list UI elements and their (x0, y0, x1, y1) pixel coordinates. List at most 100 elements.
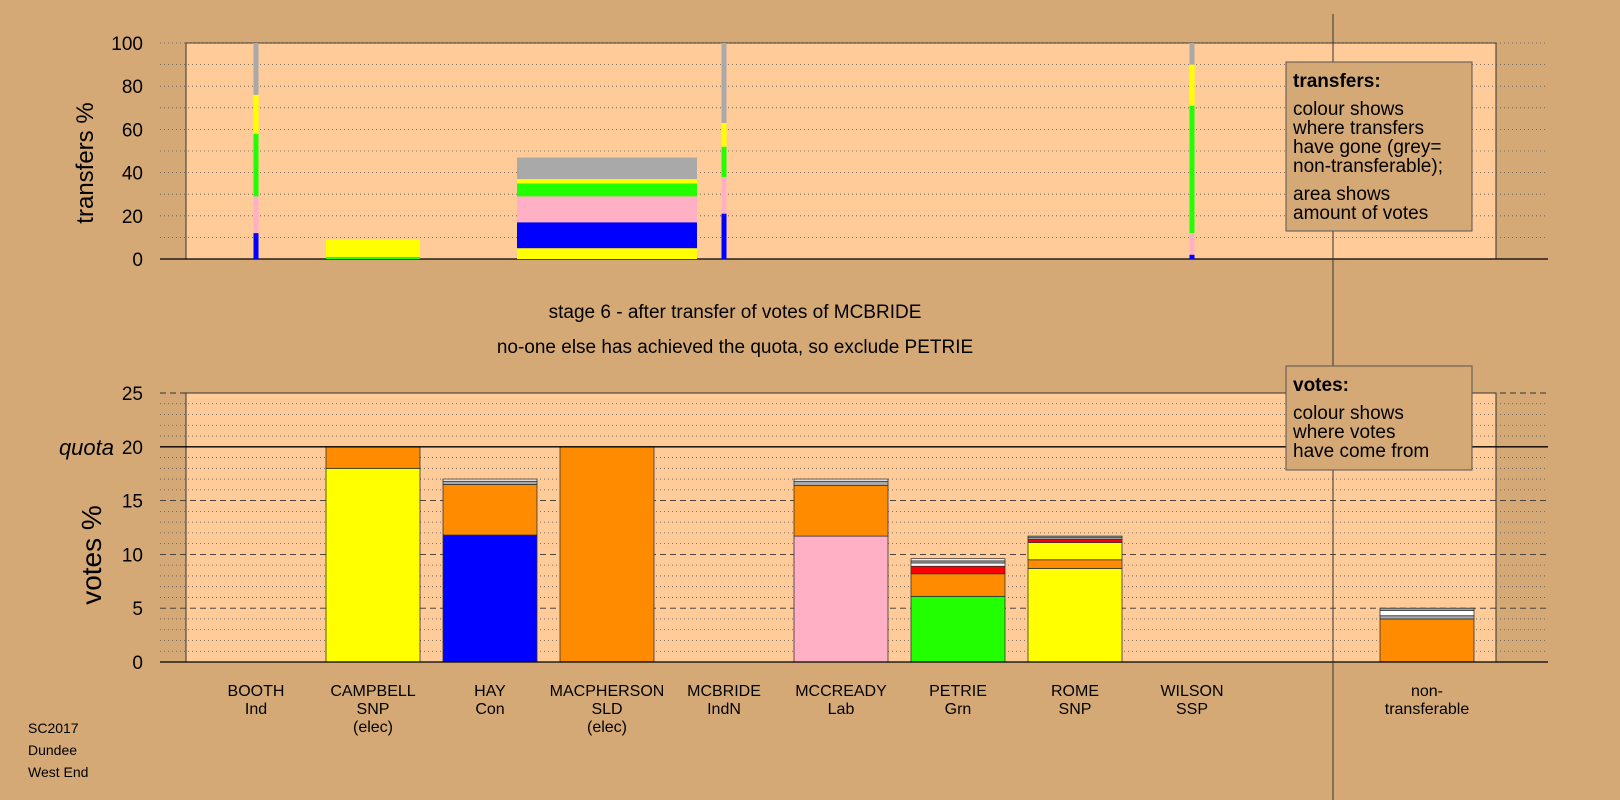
votes-bar-segment (793, 485, 889, 537)
legend-votes-line: where votes (1292, 422, 1395, 443)
candidate-name: MCCREADY (795, 683, 887, 700)
candidate-party: Con (475, 701, 504, 718)
candidate-name: PETRIE (929, 683, 987, 700)
legend-transfers-line: have gone (grey= (1293, 137, 1441, 158)
legend-transfers-line: colour shows (1293, 99, 1404, 120)
candidate-name: CAMPBELL (330, 683, 415, 700)
transfers-bar-segment (517, 183, 697, 197)
votes-chart: 0510152025BOOTHIndCAMPBELLSNP(elec)HAYCo… (59, 384, 1548, 736)
candidate-party: SSP (1176, 701, 1208, 718)
transfers-bar-segment (721, 213, 727, 259)
transfers-bar-segment (253, 133, 259, 197)
transfers-bar-segment (326, 256, 420, 259)
footer-election: SC2017 (28, 720, 79, 736)
transfers-y-tick-label: 40 (122, 164, 143, 185)
quota-label: quota (59, 435, 114, 460)
legend-transfers-line: non-transferable); (1293, 156, 1443, 177)
votes-bar-segment (910, 565, 1006, 575)
candidate-party: SNP (357, 701, 390, 718)
votes-bar-segment (793, 480, 889, 486)
candidate-name: MCBRIDE (687, 683, 761, 700)
candidate-elected: (elec) (587, 719, 627, 736)
stage-text-line2: no-one else has achieved the quota, so e… (497, 337, 973, 358)
legend-transfers-box (1285, 61, 1473, 232)
legend-votes: votes: colour shows where votes have com… (1285, 365, 1473, 471)
candidate-party: Ind (245, 701, 267, 718)
candidate-elected: (elec) (353, 719, 393, 736)
votes-bar-segment (910, 562, 1006, 567)
votes-bar-segment (442, 534, 538, 663)
votes-bar-segment (1379, 607, 1475, 611)
votes-bar-segment (1027, 567, 1123, 663)
transfers-bar-segment (517, 222, 697, 249)
votes-bar-segment (325, 467, 421, 663)
transfers-y-tick-label: 20 (122, 207, 143, 228)
votes-bar-segment (910, 573, 1006, 597)
votes-y-tick-label: 25 (122, 384, 143, 405)
votes-bar-segment (910, 595, 1006, 663)
legend-votes-line: colour shows (1293, 403, 1404, 424)
candidate-party: SNP (1059, 701, 1092, 718)
transfers-bar-segment (721, 146, 727, 177)
legend-votes-box (1285, 365, 1473, 471)
transfers-bar-segment (253, 233, 259, 259)
votes-bar-segment (793, 535, 889, 663)
transfers-bar-segment (721, 176, 727, 214)
transfers-bar-segment (1189, 233, 1195, 255)
transfers-bar-segment (721, 43, 727, 123)
transfers-bar-segment (517, 157, 697, 180)
transfers-bar-segment (517, 196, 697, 223)
votes-bar-segment (442, 478, 538, 482)
votes-y-tick-label: 20 (122, 438, 143, 459)
candidate-party: SLD (591, 701, 622, 718)
candidate-name: BOOTH (228, 683, 285, 700)
transfers-bar-segment (517, 248, 697, 259)
votes-bar-segment (1379, 609, 1475, 617)
candidate-party: IndN (707, 701, 741, 718)
transfers-y-tick-label: 100 (111, 34, 143, 55)
votes-y-tick-label: 10 (122, 545, 143, 566)
legend-transfers-title: transfers: (1293, 71, 1381, 92)
transfers-bar-segment (253, 196, 259, 234)
transfers-bar-segment (326, 239, 420, 257)
votes-bar-segment (1027, 542, 1123, 561)
votes-bar-segment (1379, 618, 1475, 663)
legend-transfers-line: where transfers (1292, 118, 1424, 139)
transfers-bar-segment (1189, 43, 1195, 65)
candidate-name: HAY (474, 683, 506, 700)
transfers-y-tick-label: 80 (122, 77, 143, 98)
candidate-name: ROME (1051, 683, 1099, 700)
transfers-bar-segment (253, 43, 259, 95)
stage-text-line1: stage 6 - after transfer of votes of MCB… (549, 302, 922, 323)
votes-bar-segment (910, 558, 1006, 562)
legend-transfers: transfers: colour shows where transfers … (1285, 61, 1473, 232)
votes-bar-segment (559, 446, 655, 663)
candidate-party: transferable (1385, 701, 1470, 718)
transfers-bar-segment (1189, 105, 1195, 234)
votes-bar-segment (442, 484, 538, 536)
bottom-y-axis-title: votes % (76, 505, 107, 605)
legend-transfers-line: area shows (1293, 184, 1390, 205)
candidate-party: Grn (945, 701, 972, 718)
votes-bar-segment (325, 446, 421, 469)
legend-votes-line: have come from (1293, 441, 1429, 462)
votes-y-tick-label: 0 (132, 653, 143, 674)
candidate-party: Lab (828, 701, 855, 718)
transfers-chart: 0 20 40 60 80 100 (111, 34, 1548, 271)
candidate-name: non- (1411, 683, 1443, 700)
transfers-bar-segment (1189, 254, 1195, 259)
legend-votes-title: votes: (1293, 375, 1349, 396)
transfers-y-tick-label: 60 (122, 120, 143, 141)
votes-bar-segment (1379, 615, 1475, 620)
transfers-y-tick-label: 0 (132, 250, 143, 271)
votes-bar-segment (1027, 538, 1123, 543)
